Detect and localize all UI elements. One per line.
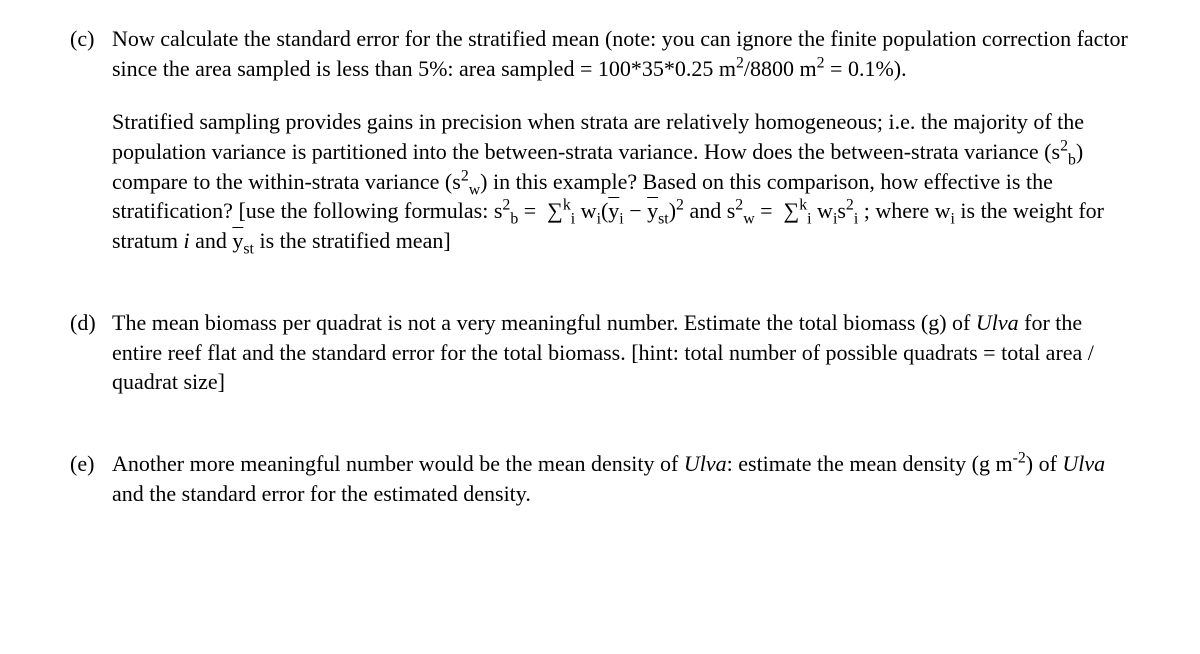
item-label: (d) bbox=[70, 308, 112, 421]
list-item-e: (e) Another more meaningful number would… bbox=[70, 449, 1130, 532]
paragraph: Now calculate the standard error for the… bbox=[112, 24, 1130, 83]
paragraph: Another more meaningful number would be … bbox=[112, 449, 1130, 508]
document-page: (c) Now calculate the standard error for… bbox=[0, 0, 1200, 584]
list-item-d: (d) The mean biomass per quadrat is not … bbox=[70, 308, 1130, 421]
item-label: (c) bbox=[70, 24, 112, 280]
item-body: The mean biomass per quadrat is not a ve… bbox=[112, 308, 1130, 421]
paragraph: The mean biomass per quadrat is not a ve… bbox=[112, 308, 1130, 397]
paragraph: Stratified sampling provides gains in pr… bbox=[112, 107, 1130, 255]
item-label: (e) bbox=[70, 449, 112, 532]
item-body: Now calculate the standard error for the… bbox=[112, 24, 1130, 280]
list-item-c: (c) Now calculate the standard error for… bbox=[70, 24, 1130, 280]
item-body: Another more meaningful number would be … bbox=[112, 449, 1130, 532]
